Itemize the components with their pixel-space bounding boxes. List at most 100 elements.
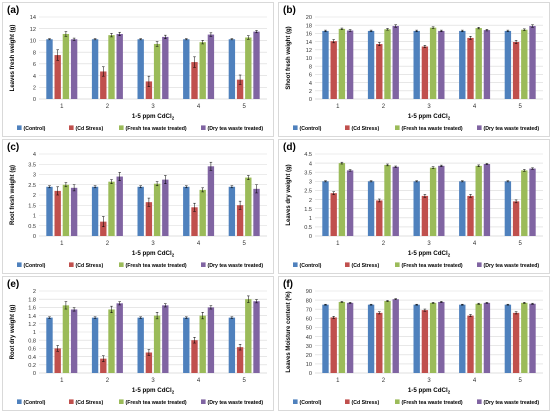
y-tick-label: 10: [306, 56, 312, 62]
x-tick-label: 2: [382, 378, 386, 384]
legend-entry: (Cd Stress): [352, 263, 380, 269]
bar-dry: [162, 305, 169, 373]
y-tick-label: 6: [33, 62, 36, 68]
y-tick-label: 3: [33, 173, 36, 179]
bar-fresh: [245, 37, 252, 99]
x-tick-label: 3: [427, 241, 431, 247]
y-tick-label: 1.8: [28, 297, 36, 303]
bar-dry: [116, 33, 123, 99]
bar-dry: [529, 303, 536, 373]
bar-cd-stress: [54, 348, 61, 373]
legend-entry: (Control): [24, 126, 46, 132]
bar-cd-stress: [54, 190, 61, 236]
x-tick-label: 5: [243, 104, 247, 110]
bar-control: [459, 181, 466, 236]
y-tick-label: 20: [306, 15, 312, 21]
y-tick-label: 3.5: [304, 170, 312, 176]
bar-control: [46, 39, 53, 99]
bar-dry: [162, 36, 169, 99]
y-tick-label: 2: [309, 198, 312, 204]
chart-e-plot: 0 0.2 0.4 0.6 0.8 1 1.2 1.4 1.6 1.8 2 Root dry weig…: [10, 289, 267, 406]
bar-fresh: [62, 305, 70, 373]
y-tick-label: 8: [33, 50, 36, 56]
legend-swatch: [201, 399, 206, 404]
bar-control: [459, 30, 466, 99]
bar-control: [413, 181, 420, 236]
legend-swatch: [17, 399, 22, 404]
x-axis-label: 1-5 ppm CdCl2: [132, 387, 175, 395]
x-axis-label: 1-5 ppm CdCl2: [132, 113, 175, 121]
legend-swatch: [395, 125, 400, 130]
bar-dry: [346, 302, 354, 373]
x-axis-label-text: 1-5 ppm CdCl: [408, 250, 448, 257]
bar-cd-stress: [512, 201, 520, 236]
x-tick-label: 1: [60, 104, 64, 110]
bar-dry: [207, 34, 215, 99]
legend-entry: (Dry tea waste treated): [484, 263, 540, 269]
y-tick-label: 1: [33, 214, 36, 220]
bar-control: [91, 186, 99, 236]
bar-cd-stress: [145, 202, 153, 236]
bar-control: [459, 304, 466, 373]
y-tick-label: 60: [306, 317, 312, 323]
legend-swatch: [119, 125, 124, 130]
bar-cd-stress: [330, 317, 337, 373]
legend-entry: (Fresh tea waste treated): [126, 126, 187, 132]
y-tick-label: 0: [33, 234, 36, 240]
y-tick-label: 20: [306, 353, 312, 359]
y-tick-label: 10: [306, 362, 312, 368]
bar-control: [91, 39, 99, 99]
panel-label: (a): [7, 5, 20, 16]
bar-cd-stress: [330, 41, 337, 99]
bar-control: [228, 186, 236, 236]
legend-entry: (Cd Stress): [76, 263, 104, 269]
bar-cd-stress: [236, 79, 244, 99]
legend-entry: (Cd Stress): [76, 126, 104, 132]
chart-panel-d: 0 0.5 1 1.5 2 2.5 3 3.5 4 4.5 Leaves dry weight (g…: [278, 139, 550, 274]
x-tick-label: 1: [336, 241, 340, 247]
bar-fresh: [475, 28, 482, 99]
bar-dry: [483, 164, 491, 236]
bar-fresh: [384, 301, 391, 373]
legend-entry: (Fresh tea waste treated): [402, 400, 463, 406]
y-tick-label: 90: [306, 289, 312, 295]
panel-label: (e): [7, 279, 20, 290]
y-tick-label: 0.6: [28, 347, 36, 353]
x-tick-label: 3: [427, 378, 431, 384]
bar-dry: [438, 165, 445, 236]
y-tick-label: 2.5: [304, 189, 312, 195]
bar-fresh: [199, 189, 206, 236]
legend-swatch: [395, 399, 400, 404]
y-tick-label: 14: [30, 15, 36, 21]
bar-control: [413, 304, 420, 373]
chart-panel-c: 0 0.5 1 1.5 2 2.5 3 3.5 4 Root fresh weight (g) 1 2…: [2, 139, 274, 274]
bar-cd-stress: [376, 312, 383, 373]
y-tick-label: 1.6: [28, 306, 36, 312]
bar-cd-stress: [145, 352, 153, 373]
bar-control: [137, 186, 144, 236]
bar-fresh: [108, 309, 115, 373]
bar-cd-stress: [100, 71, 107, 99]
y-tick-label: 0: [309, 97, 312, 103]
legend-swatch: [477, 262, 482, 267]
y-tick-label: 1: [309, 216, 312, 222]
y-tick-label: 1: [33, 330, 36, 336]
bar-dry: [207, 166, 215, 236]
y-tick-label: 2: [33, 85, 36, 91]
bar-cd-stress: [145, 81, 153, 99]
y-tick-label: 30: [306, 344, 312, 350]
legend-entry: (Dry tea waste treated): [208, 400, 264, 406]
chart-c-plot: 0 0.5 1 1.5 2 2.5 3 3.5 4 Root fresh weight (g) 1 2…: [10, 152, 267, 269]
bar-control: [367, 304, 375, 373]
legend-entry: (Dry tea waste treated): [208, 263, 264, 269]
bar-cd-stress: [376, 44, 383, 99]
bar-dry: [162, 179, 169, 236]
bar-fresh: [521, 29, 528, 99]
y-tick-label: 1.4: [28, 314, 36, 320]
y-tick-label: 80: [306, 298, 312, 304]
bar-fresh: [475, 165, 482, 236]
bar-cd-stress: [100, 358, 107, 373]
bar-cd-stress: [467, 315, 474, 373]
bar-fresh: [475, 303, 482, 373]
